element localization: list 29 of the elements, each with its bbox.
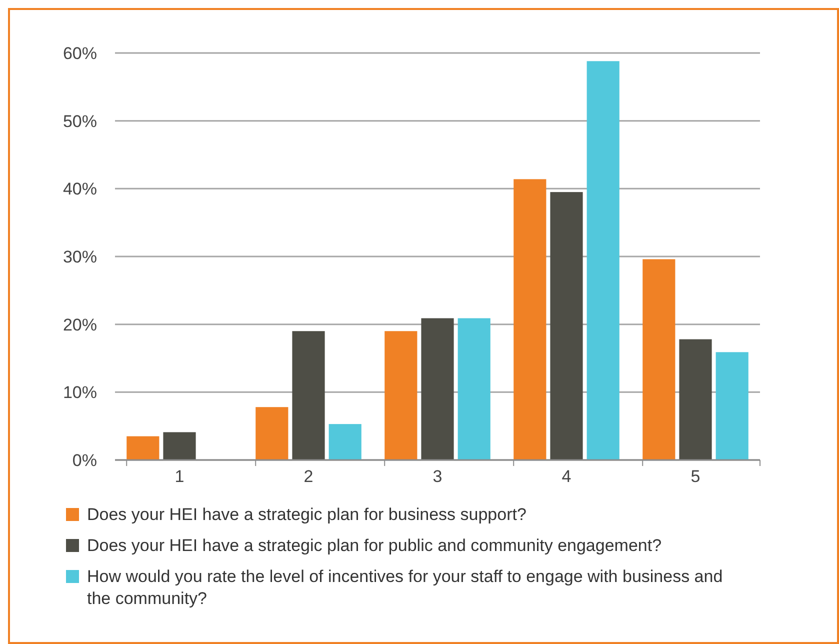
bar: [163, 432, 196, 460]
bar: [514, 179, 546, 460]
bar: [679, 339, 712, 460]
bar: [586, 61, 620, 460]
bar: [642, 259, 676, 460]
legend-label: How would you rate the level of incentives for your staff to engage with business and the community?: [87, 567, 723, 608]
y-tick-label: 50%: [62, 112, 97, 131]
bar: [384, 331, 418, 460]
y-tick-label: 10%: [62, 383, 97, 402]
bar: [716, 352, 748, 460]
y-tick-label: 60%: [62, 44, 97, 63]
bar: [421, 318, 454, 460]
bar: [458, 318, 490, 460]
bar: [550, 192, 583, 460]
bar: [328, 424, 362, 460]
x-tick-label: 1: [174, 467, 184, 486]
y-tick-label: 20%: [62, 315, 97, 334]
y-tick-label: 40%: [62, 180, 97, 199]
bar: [256, 407, 288, 460]
y-tick-label: 0%: [72, 450, 97, 470]
x-tick-label: 3: [432, 467, 442, 486]
bar: [126, 436, 160, 460]
x-tick-label: 5: [690, 467, 700, 486]
x-tick-label: 2: [304, 467, 314, 486]
legend-label: Does your HEI have a strategic plan for business support?: [87, 505, 526, 524]
y-tick-label: 30%: [62, 247, 97, 266]
legend-label: Does your HEI have a strategic plan for public and community engagement?: [87, 536, 662, 555]
bar: [292, 331, 325, 460]
x-tick-label: 4: [562, 467, 572, 486]
